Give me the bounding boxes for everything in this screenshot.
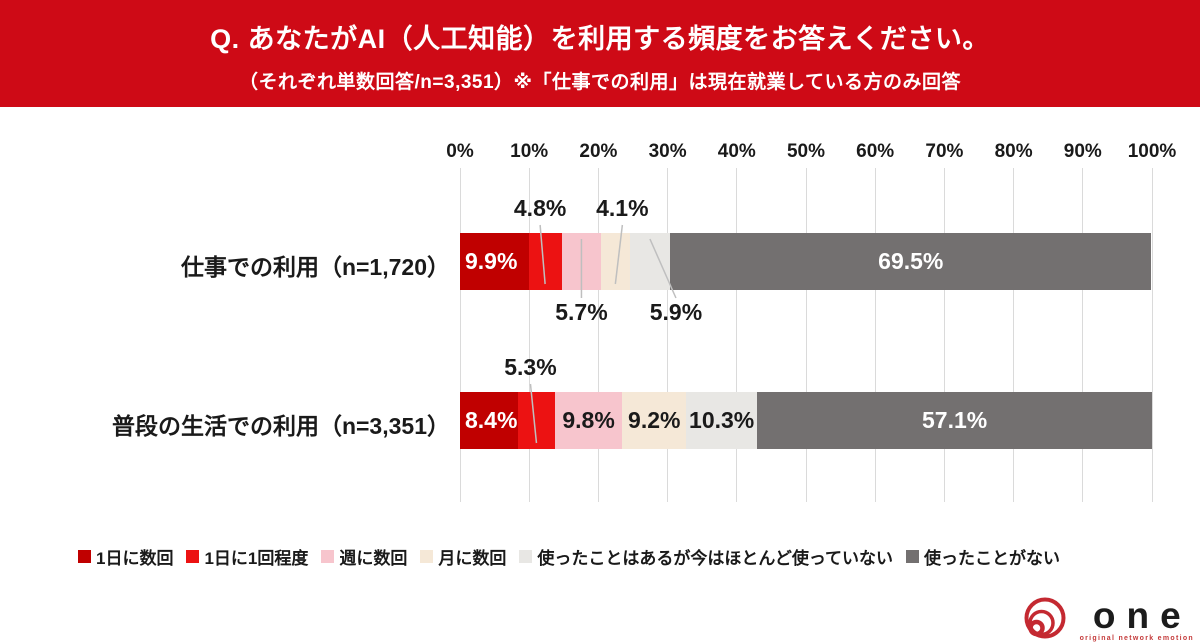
bar-segment xyxy=(629,233,671,290)
gridline xyxy=(736,168,738,502)
legend-swatch xyxy=(519,550,533,563)
callout-label: 5.7% xyxy=(555,299,608,325)
gridline xyxy=(667,168,669,502)
bar-segment xyxy=(518,392,555,449)
callout-label: 5.9% xyxy=(649,299,703,325)
bar-segment: 10.3% xyxy=(686,392,758,449)
row-label: 普段の生活での利用（n=3,351） xyxy=(111,412,450,439)
callout-label: 4.8% xyxy=(513,195,567,221)
x-axis-tick: 60% xyxy=(856,141,895,162)
gridline xyxy=(1082,168,1084,502)
legend-label: 1日に1回程度 xyxy=(204,549,309,568)
gridline xyxy=(459,168,461,502)
legend-item: 月に数回 xyxy=(420,544,506,569)
gridline xyxy=(943,168,945,502)
legend: 1日に数回 1日に1回程度 週に数回 月に数回 使ったことはあるが今はほとんど使っていな… xyxy=(78,544,1178,569)
x-axis-tick: 70% xyxy=(925,141,964,162)
x-axis-tick: 50% xyxy=(786,141,826,162)
segment-label: 9.2% xyxy=(628,407,681,433)
x-axis-tick: 30% xyxy=(648,141,687,162)
callout-label: 5.3% xyxy=(504,354,557,380)
legend-label: 月に数回 xyxy=(438,549,507,568)
bar-segment xyxy=(528,233,562,290)
bar-segment xyxy=(561,233,602,290)
bar-segment: 9.2% xyxy=(622,392,687,449)
legend-item: 使ったことがない xyxy=(906,544,1060,569)
one-logo: one original network emotion xyxy=(1022,596,1194,642)
question-header: Q. あなたがAI（人工知能）を利用する頻度をお答えください。 （それぞれ単数回… xyxy=(0,0,1200,107)
legend-item: 1日に1回程度 xyxy=(186,544,308,569)
bar-row: 9.9% 69.5% xyxy=(460,233,1152,290)
legend-label: 使ったことがない xyxy=(924,549,1061,568)
legend-swatch xyxy=(321,550,335,563)
bar-segment: 9.9% xyxy=(460,233,529,290)
legend-swatch xyxy=(186,550,200,563)
one-logo-text: one original network emotion xyxy=(1080,597,1194,642)
legend-item: 週に数回 xyxy=(321,544,407,569)
gridline xyxy=(874,168,876,502)
x-axis-tick: 100% xyxy=(1127,141,1177,162)
legend-item: 1日に数回 xyxy=(78,544,173,569)
segment-label: 10.3% xyxy=(689,407,755,433)
bar-row: 8.4% 9.8% 9.2% 10.3% 57.1% xyxy=(460,392,1152,449)
callout-label: 4.1% xyxy=(596,195,649,221)
bar-segment: 57.1% xyxy=(757,392,1152,449)
one-logo-name: one xyxy=(1092,594,1192,636)
x-axis-tick: 20% xyxy=(579,141,618,162)
bar-segment xyxy=(601,233,630,290)
gridline xyxy=(1151,168,1153,502)
one-logo-tagline: original network emotion xyxy=(1079,634,1194,642)
segment-label: 9.9% xyxy=(465,248,518,274)
bar-segment: 69.5% xyxy=(670,233,1152,290)
bar-segment: 9.8% xyxy=(554,392,623,449)
legend-swatch xyxy=(78,550,91,563)
legend-item: 使ったことはあるが今はほとんど使っていない xyxy=(519,544,893,569)
x-axis-tick: 0% xyxy=(446,141,474,162)
legend-label: 1日に数回 xyxy=(96,549,174,568)
segment-label: 57.1% xyxy=(922,407,988,433)
legend-swatch xyxy=(906,550,920,563)
legend-label: 使ったことはあるが今はほとんど使っていない xyxy=(537,549,894,568)
x-axis-tick: 40% xyxy=(717,141,756,162)
one-logo-icon xyxy=(1024,597,1066,639)
legend-swatch xyxy=(420,550,434,563)
x-axis-tick: 80% xyxy=(994,141,1033,162)
bar-segment: 8.4% xyxy=(460,392,519,449)
gridline xyxy=(528,168,530,502)
legend-label: 週に数回 xyxy=(339,549,408,568)
x-axis-tick: 10% xyxy=(510,141,549,162)
x-axis: 0% 10% 20% 30% 40% 50% 60% 70% 80% 90% 100% xyxy=(446,141,1176,167)
gridline xyxy=(1013,168,1015,502)
row-label: 仕事での利用（n=1,720） xyxy=(180,253,450,280)
gridline xyxy=(805,168,807,502)
x-axis-tick: 90% xyxy=(1063,141,1102,162)
segment-label: 9.8% xyxy=(562,407,615,433)
gridline xyxy=(597,168,599,502)
question-subtitle: （それぞれ単数回答/n=3,351）※「仕事での利用」は現在就業している方のみ回… xyxy=(239,72,961,93)
segment-label: 8.4% xyxy=(465,407,518,433)
plot-area: 4.8% 5.7% 4.1% 5.9% 9.9% 69.5% 5.3% 8.4% 9.8% 9.2… xyxy=(459,168,1153,502)
question-title: Q. あなたがAI（人工知能）を利用する頻度をお答えください。 xyxy=(210,24,990,54)
segment-label: 69.5% xyxy=(878,248,944,274)
